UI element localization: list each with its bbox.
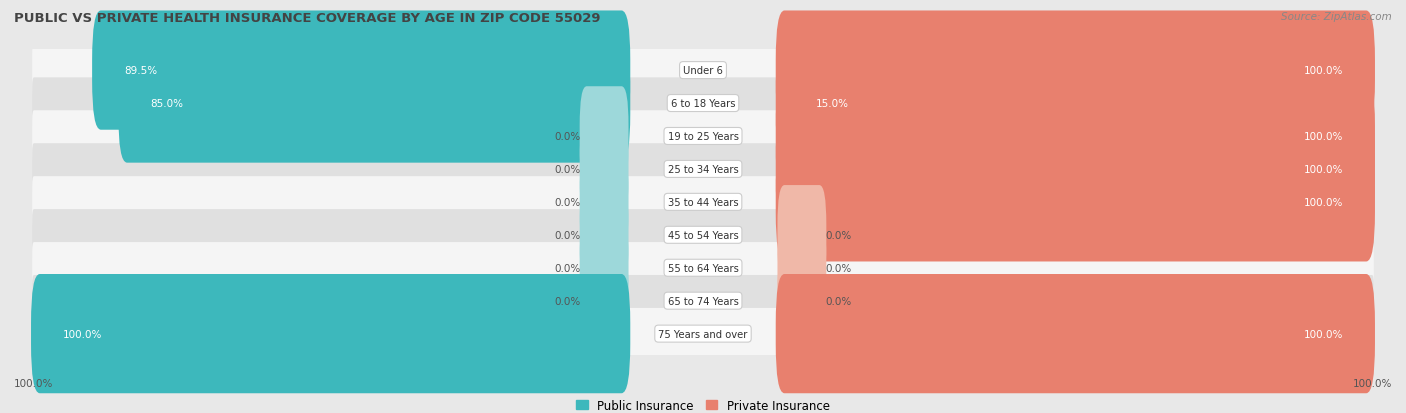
FancyBboxPatch shape (778, 252, 827, 351)
FancyBboxPatch shape (32, 78, 1374, 129)
Text: 35 to 44 Years: 35 to 44 Years (668, 197, 738, 207)
Text: 100.0%: 100.0% (1303, 66, 1343, 76)
Text: 0.0%: 0.0% (825, 230, 852, 240)
Text: 0.0%: 0.0% (554, 263, 581, 273)
Text: 65 to 74 Years: 65 to 74 Years (668, 296, 738, 306)
FancyBboxPatch shape (32, 210, 1374, 261)
FancyBboxPatch shape (32, 242, 1374, 294)
Text: 100.0%: 100.0% (1303, 197, 1343, 207)
FancyBboxPatch shape (31, 274, 630, 393)
FancyBboxPatch shape (579, 252, 628, 351)
Text: Source: ZipAtlas.com: Source: ZipAtlas.com (1281, 12, 1392, 22)
Text: 0.0%: 0.0% (825, 296, 852, 306)
FancyBboxPatch shape (32, 111, 1374, 162)
FancyBboxPatch shape (32, 308, 1374, 359)
FancyBboxPatch shape (32, 144, 1374, 195)
Legend: Public Insurance, Private Insurance: Public Insurance, Private Insurance (571, 394, 835, 413)
FancyBboxPatch shape (776, 274, 1375, 393)
Text: 100.0%: 100.0% (1303, 329, 1343, 339)
FancyBboxPatch shape (579, 87, 628, 186)
FancyBboxPatch shape (778, 218, 827, 318)
FancyBboxPatch shape (32, 275, 1374, 327)
FancyBboxPatch shape (778, 185, 827, 285)
Text: 0.0%: 0.0% (554, 132, 581, 142)
FancyBboxPatch shape (776, 12, 1375, 131)
Text: 0.0%: 0.0% (554, 164, 581, 175)
Text: 0.0%: 0.0% (554, 230, 581, 240)
Text: 100.0%: 100.0% (1303, 132, 1343, 142)
Text: 89.5%: 89.5% (124, 66, 157, 76)
Text: Under 6: Under 6 (683, 66, 723, 76)
FancyBboxPatch shape (579, 153, 628, 252)
FancyBboxPatch shape (579, 120, 628, 219)
Text: 100.0%: 100.0% (63, 329, 103, 339)
Text: 0.0%: 0.0% (554, 296, 581, 306)
Text: 15.0%: 15.0% (815, 99, 848, 109)
FancyBboxPatch shape (118, 44, 630, 163)
Text: 25 to 34 Years: 25 to 34 Years (668, 164, 738, 175)
Text: 0.0%: 0.0% (554, 197, 581, 207)
FancyBboxPatch shape (32, 45, 1374, 97)
Text: 100.0%: 100.0% (14, 378, 53, 388)
FancyBboxPatch shape (579, 185, 628, 285)
FancyBboxPatch shape (776, 44, 880, 163)
Text: 45 to 54 Years: 45 to 54 Years (668, 230, 738, 240)
FancyBboxPatch shape (776, 110, 1375, 229)
Text: 85.0%: 85.0% (150, 99, 183, 109)
FancyBboxPatch shape (93, 12, 630, 131)
Text: 100.0%: 100.0% (1353, 378, 1392, 388)
Text: 6 to 18 Years: 6 to 18 Years (671, 99, 735, 109)
Text: 100.0%: 100.0% (1303, 164, 1343, 175)
Text: 0.0%: 0.0% (825, 263, 852, 273)
FancyBboxPatch shape (776, 143, 1375, 262)
FancyBboxPatch shape (776, 77, 1375, 196)
FancyBboxPatch shape (32, 177, 1374, 228)
Text: PUBLIC VS PRIVATE HEALTH INSURANCE COVERAGE BY AGE IN ZIP CODE 55029: PUBLIC VS PRIVATE HEALTH INSURANCE COVER… (14, 12, 600, 25)
Text: 75 Years and over: 75 Years and over (658, 329, 748, 339)
Text: 19 to 25 Years: 19 to 25 Years (668, 132, 738, 142)
Text: 55 to 64 Years: 55 to 64 Years (668, 263, 738, 273)
FancyBboxPatch shape (579, 218, 628, 318)
